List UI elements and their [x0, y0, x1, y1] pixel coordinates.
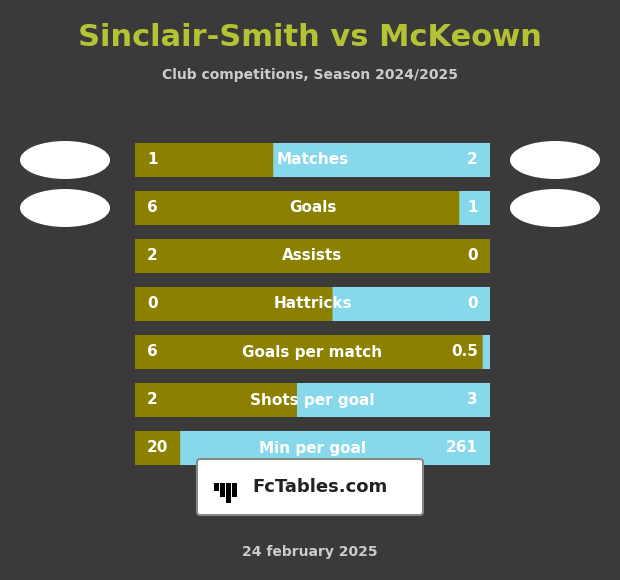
- Text: 0: 0: [147, 296, 157, 311]
- FancyBboxPatch shape: [135, 143, 273, 177]
- Text: 1: 1: [147, 153, 157, 168]
- FancyBboxPatch shape: [135, 287, 490, 321]
- FancyBboxPatch shape: [135, 287, 332, 321]
- FancyBboxPatch shape: [135, 335, 482, 369]
- FancyBboxPatch shape: [135, 335, 490, 369]
- Text: Matches: Matches: [277, 153, 348, 168]
- Text: 2: 2: [467, 153, 478, 168]
- FancyBboxPatch shape: [135, 191, 490, 225]
- Text: FcTables.com: FcTables.com: [252, 478, 388, 496]
- Text: Goals: Goals: [289, 201, 336, 216]
- Text: 2: 2: [147, 248, 157, 263]
- Text: Hattricks: Hattricks: [273, 296, 352, 311]
- Ellipse shape: [510, 141, 600, 179]
- FancyBboxPatch shape: [135, 383, 297, 417]
- FancyBboxPatch shape: [135, 191, 459, 225]
- Ellipse shape: [510, 189, 600, 227]
- Bar: [232, 483, 237, 497]
- FancyBboxPatch shape: [135, 239, 490, 273]
- FancyBboxPatch shape: [135, 431, 490, 465]
- Text: 0: 0: [467, 248, 478, 263]
- Bar: [226, 483, 231, 503]
- Ellipse shape: [20, 141, 110, 179]
- Text: 6: 6: [147, 201, 157, 216]
- Text: 20: 20: [147, 440, 169, 455]
- Text: 1: 1: [467, 201, 478, 216]
- Bar: [214, 483, 219, 491]
- Text: 3: 3: [467, 393, 478, 408]
- Text: Assists: Assists: [282, 248, 343, 263]
- FancyBboxPatch shape: [135, 431, 180, 465]
- Text: 0: 0: [467, 296, 478, 311]
- Text: 2: 2: [147, 393, 157, 408]
- Text: 6: 6: [147, 345, 157, 360]
- Text: Club competitions, Season 2024/2025: Club competitions, Season 2024/2025: [162, 68, 458, 82]
- FancyBboxPatch shape: [197, 459, 423, 515]
- FancyBboxPatch shape: [135, 383, 490, 417]
- FancyBboxPatch shape: [135, 143, 490, 177]
- Text: 0.5: 0.5: [451, 345, 478, 360]
- Text: 261: 261: [446, 440, 478, 455]
- Ellipse shape: [20, 189, 110, 227]
- Text: Sinclair-Smith vs McKeown: Sinclair-Smith vs McKeown: [78, 24, 542, 53]
- Bar: [220, 483, 225, 497]
- Text: 24 february 2025: 24 february 2025: [242, 545, 378, 559]
- Text: Min per goal: Min per goal: [259, 440, 366, 455]
- Text: Shots per goal: Shots per goal: [250, 393, 374, 408]
- Text: Goals per match: Goals per match: [242, 345, 383, 360]
- FancyBboxPatch shape: [135, 239, 490, 273]
